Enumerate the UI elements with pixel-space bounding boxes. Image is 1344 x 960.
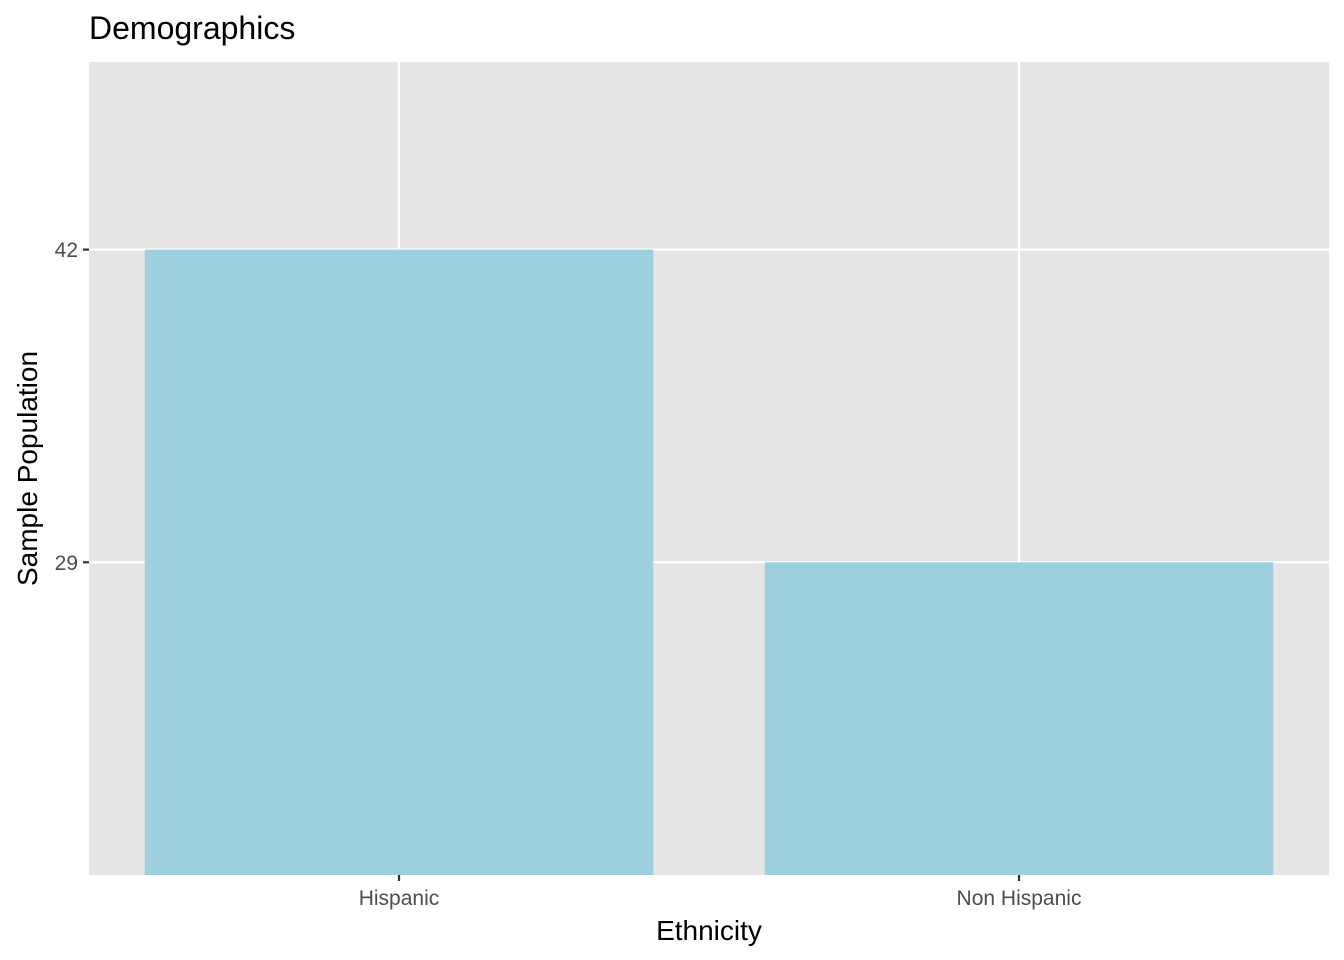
y-axis-title: Sample Population (12, 351, 43, 586)
x-tick-label-1: Non Hispanic (957, 887, 1082, 910)
x-tick-label-0: Hispanic (359, 887, 440, 910)
x-axis: Hispanic Non Hispanic (359, 875, 1082, 910)
chart-title: Demographics (89, 10, 295, 46)
bar-non-hispanic (764, 562, 1274, 875)
bars (144, 249, 1274, 876)
x-axis-title: Ethnicity (656, 915, 762, 946)
y-axis: 29 42 (55, 239, 89, 575)
y-tick-label-1: 42 (55, 239, 78, 262)
y-tick-label-0: 29 (55, 552, 78, 575)
bar-hispanic (144, 249, 654, 876)
